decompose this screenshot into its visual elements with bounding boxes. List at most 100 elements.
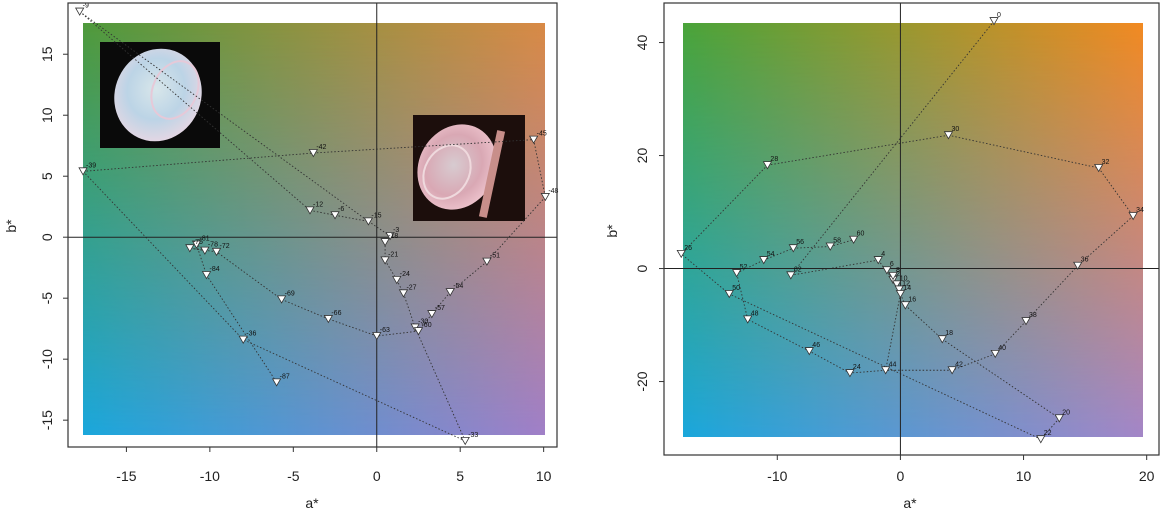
chart-left-panel: -9-12-6-15-3-18-21-24-27-30-60-33-57-54-… (3, 2, 559, 511)
data-point-label: 30 (951, 126, 959, 133)
data-point-marker (445, 288, 455, 297)
data-point-label: -72 (220, 243, 230, 250)
data-point-label: -39 (86, 162, 96, 169)
x-tick-label: -10 (767, 468, 787, 484)
plot-area-background-lower (683, 23, 1143, 437)
data-point-marker (845, 369, 855, 378)
data-point-label: 18 (945, 330, 953, 337)
data-point-label: -30 (418, 318, 428, 325)
specimen-photo-1 (100, 42, 220, 148)
data-point-label: 12 (902, 280, 910, 287)
data-point-marker (1021, 317, 1031, 326)
y-tick-label: 10 (39, 107, 55, 123)
data-point-label: 60 (857, 231, 865, 238)
data-point-label: 16 (908, 296, 916, 303)
data-point-label: -18 (388, 233, 398, 240)
data-point-label: 32 (1102, 159, 1110, 166)
x-tick-label: -5 (287, 468, 300, 484)
data-point-marker (731, 269, 742, 278)
chart-right-panel: 0246810121416182022242628303234363840424… (604, 2, 1160, 511)
data-point-label: 22 (1044, 430, 1052, 437)
data-point-label: -36 (246, 331, 256, 338)
series-connection (994, 320, 1027, 355)
y-tick-label: 0 (634, 264, 650, 272)
series-connection (216, 251, 282, 300)
data-point-marker (943, 131, 954, 140)
reference-lines (68, 3, 557, 447)
series-connection (736, 259, 764, 274)
data-point-marker (1054, 414, 1064, 423)
series-connection (206, 274, 277, 383)
data-point-label: 52 (740, 264, 748, 271)
data-point-marker (427, 310, 437, 319)
series-connection (885, 293, 901, 371)
series-connection (431, 291, 451, 315)
data-point-marker (372, 332, 382, 341)
data-point-label: 46 (812, 342, 820, 349)
data-point-marker (211, 247, 222, 257)
series-connection (1025, 265, 1079, 322)
data-point-label: 0 (997, 12, 1001, 19)
data-point-marker (895, 290, 906, 299)
data-point-label: 36 (1081, 257, 1089, 264)
series-connection (533, 139, 546, 198)
data-point-marker (201, 271, 212, 280)
data-point-marker (238, 335, 248, 344)
x-tick-label: 0 (897, 468, 905, 484)
series-connection (905, 304, 943, 340)
data-point-marker (762, 161, 773, 170)
data-point-label: -81 (200, 236, 210, 243)
data-point-marker (1128, 212, 1138, 221)
data-point-marker (191, 240, 202, 249)
series-connection (243, 339, 466, 442)
data-point-marker (276, 295, 287, 304)
data-point-marker (305, 206, 315, 215)
data-point-marker (894, 285, 904, 294)
data-point-label: -24 (400, 271, 410, 278)
data-point-marker (413, 327, 424, 336)
data-point-marker (848, 235, 859, 245)
data-point-marker (308, 149, 319, 158)
data-point-marker (482, 257, 492, 266)
series-connection (82, 152, 314, 172)
data-point-marker (330, 211, 340, 220)
series-connection (334, 214, 369, 222)
data-point-marker (880, 366, 891, 375)
series-connection (449, 261, 488, 293)
data-point-label: -33 (468, 432, 478, 439)
data-point-label: -45 (537, 131, 547, 138)
data-point-label: 14 (903, 285, 911, 292)
data-point-marker (528, 135, 539, 144)
data-point-label: 34 (1136, 207, 1144, 214)
data-point-marker (323, 315, 334, 324)
plot-frame (663, 2, 1160, 456)
series-connection (793, 246, 831, 249)
series-connection (830, 239, 854, 247)
data-point-marker (892, 280, 902, 289)
data-point-label: -54 (453, 283, 463, 290)
data-point-marker (724, 290, 734, 299)
data-point-marker (788, 244, 798, 253)
data-point-label: 44 (889, 361, 897, 368)
x-tick-label: 10 (536, 468, 552, 484)
data-point-marker (888, 271, 898, 281)
axis-ticks: -15 -10 -5 0 5 10 -15 -10 -5 0 5 10 15 (39, 46, 552, 484)
x-tick-label: 0 (373, 468, 381, 484)
data-point-label: 62 (794, 266, 802, 273)
x-tick-label: 20 (1139, 468, 1155, 484)
data-point-label: -69 (285, 290, 295, 297)
data-point-marker (200, 246, 210, 255)
series-connection (877, 259, 894, 281)
data-point-marker (759, 256, 769, 265)
data-point-label: -60 (421, 322, 431, 329)
data-point-marker (937, 335, 947, 344)
series-connection (82, 171, 244, 340)
data-point-label: 10 (900, 275, 908, 282)
data-point-marker (743, 315, 753, 324)
data-point-marker (392, 275, 402, 285)
y-tick-label: 15 (39, 46, 55, 62)
data-point-marker (78, 167, 88, 176)
data-point-marker (947, 366, 957, 375)
data-point-label: 26 (684, 245, 692, 252)
